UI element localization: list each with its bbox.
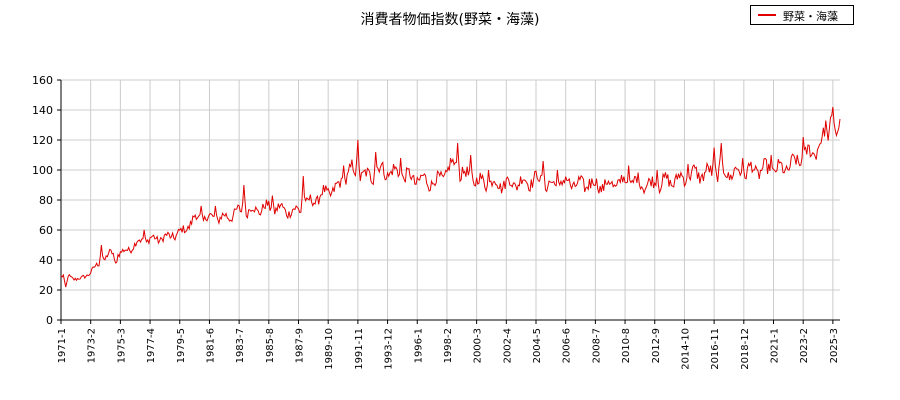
x-tick-label: 1977-4: [146, 328, 157, 363]
legend-swatch: [758, 14, 776, 16]
x-tick-label: 1987-9: [295, 328, 306, 363]
x-tick-label: 1973-2: [87, 328, 98, 363]
x-tick-label: 2002-4: [502, 328, 513, 363]
x-tick-label: 1991-11: [354, 328, 365, 370]
x-tick-label: 1989-10: [324, 328, 335, 370]
x-tick-label: 2012-9: [651, 328, 662, 363]
x-tick-label: 1996-1: [413, 328, 424, 363]
x-tick-label: 1998-2: [443, 328, 454, 363]
x-tick-label: 2010-8: [621, 328, 632, 363]
x-tick-label: 1979-5: [176, 328, 187, 363]
x-tick-label: 2004-5: [532, 328, 543, 363]
x-tick-label: 1981-6: [205, 328, 216, 363]
y-tick-label: 40: [39, 254, 53, 267]
y-tick-label: 140: [32, 104, 53, 117]
chart-title: 消費者物価指数(野菜・海藻): [360, 12, 540, 28]
legend-label: 野菜・海藻: [783, 10, 838, 23]
x-tick-label: 2016-11: [710, 328, 721, 370]
x-tick-label: 2023-2: [799, 328, 810, 363]
x-tick-label: 2014-10: [680, 328, 691, 370]
series-line: [60, 106, 841, 288]
x-tick-label: 1971-1: [57, 328, 68, 363]
x-tick-label: 2021-1: [770, 328, 781, 363]
legend: 野菜・海藻: [750, 5, 854, 25]
y-tick-label: 0: [46, 314, 53, 327]
y-tick-label: 20: [39, 284, 53, 297]
x-tick-label: 1975-3: [116, 328, 127, 363]
x-tick-label: 2000-3: [473, 328, 484, 363]
y-tick-label: 80: [39, 194, 53, 207]
x-tick-label: 2025-3: [829, 328, 840, 363]
x-tick-label: 2006-6: [562, 328, 573, 363]
y-tick-label: 100: [32, 164, 53, 177]
x-tick-label: 1985-8: [265, 328, 276, 363]
y-tick-label: 120: [32, 134, 53, 147]
x-tick-label: 1993-12: [384, 328, 395, 370]
y-tick-label: 160: [32, 74, 53, 87]
x-tick-label: 1983-7: [235, 328, 246, 363]
x-tick-label: 2008-7: [591, 328, 602, 363]
y-tick-label: 60: [39, 224, 53, 237]
x-tick-label: 2018-12: [740, 328, 751, 370]
